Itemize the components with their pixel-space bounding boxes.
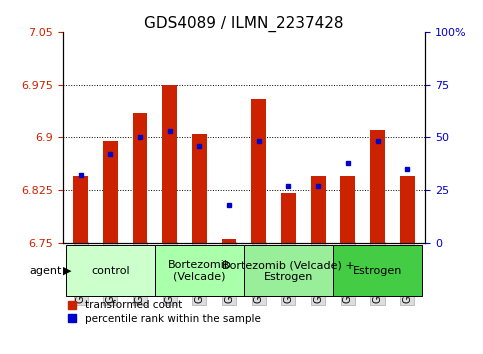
Text: Estrogen: Estrogen [353,266,402,276]
FancyBboxPatch shape [155,245,244,297]
Bar [222,239,237,242]
Bar [132,113,147,242]
Bar [162,85,177,242]
Bar [370,130,385,242]
Text: control: control [91,266,129,276]
FancyBboxPatch shape [333,245,422,297]
Bar [311,176,326,242]
Bar [192,134,207,242]
Text: Bortezomib (Velcade) +
Estrogen: Bortezomib (Velcade) + Estrogen [222,260,355,282]
Text: agent: agent [30,266,62,276]
Legend: transformed count, percentile rank within the sample: transformed count, percentile rank withi… [68,301,260,324]
Title: GDS4089 / ILMN_2237428: GDS4089 / ILMN_2237428 [144,16,344,32]
Bar [341,176,355,242]
Bar [103,141,118,242]
Bar [400,176,414,242]
Bar [73,176,88,242]
Bar [251,98,266,242]
Bar [281,193,296,242]
FancyBboxPatch shape [66,245,155,297]
FancyBboxPatch shape [244,245,333,297]
Text: ▶: ▶ [63,266,72,276]
Text: Bortezomib
(Velcade): Bortezomib (Velcade) [168,260,231,282]
